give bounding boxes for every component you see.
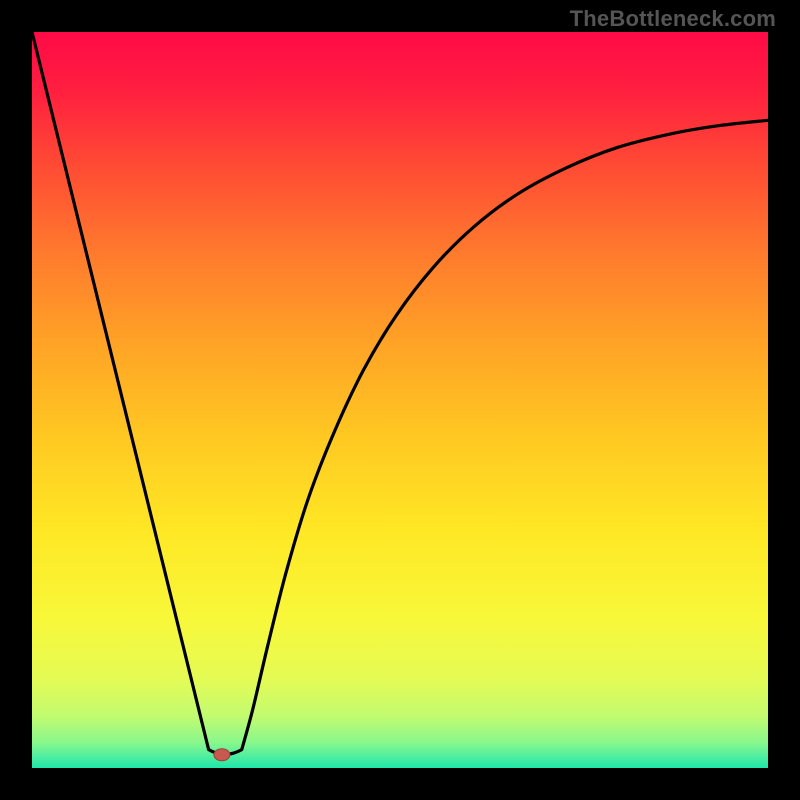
plot-area	[32, 32, 768, 768]
chart-frame: TheBottleneck.com	[0, 0, 800, 800]
optimum-marker	[214, 749, 230, 761]
watermark-text: TheBottleneck.com	[570, 6, 776, 32]
bottleneck-curve	[32, 32, 768, 754]
chart-svg	[32, 32, 768, 768]
